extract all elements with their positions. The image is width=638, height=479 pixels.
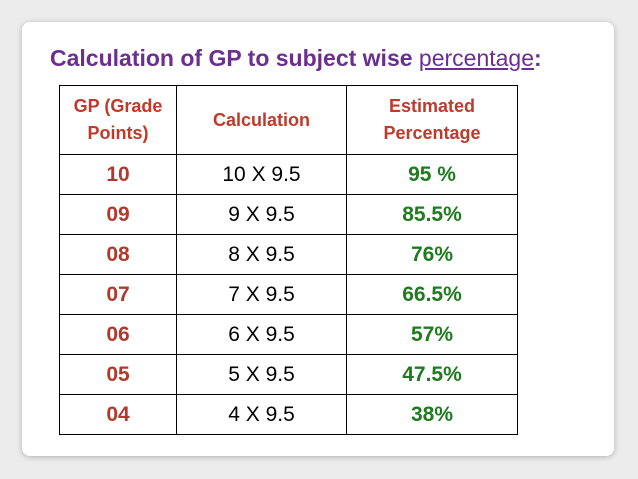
calculation-cell: 8 X 9.5 [176, 234, 347, 275]
calculation-cell: 4 X 9.5 [176, 394, 347, 435]
percentage-cell: 47.5% [346, 354, 518, 395]
table-row: 04 4 X 9.5 38% [59, 394, 518, 435]
header-gp-line1: GP (Grade [73, 96, 163, 116]
percentage-cell: 76% [346, 234, 518, 275]
percentage-cell: 57% [346, 314, 518, 355]
calculation-cell: 5 X 9.5 [176, 354, 347, 395]
gp-cell: 06 [59, 314, 177, 355]
gp-cell: 09 [59, 194, 177, 235]
header-percentage: Estimated Percentage [346, 85, 518, 155]
calculation-cell: 9 X 9.5 [176, 194, 347, 235]
table-row: 07 7 X 9.5 66.5% [59, 274, 518, 315]
slide: Calculation of GP to subject wise percen… [22, 22, 614, 456]
percentage-link[interactable]: percentage [418, 45, 535, 71]
header-gp: GP (Grade Points) [59, 85, 177, 155]
header-pct-line2: Percentage [383, 123, 481, 143]
gp-cell: 07 [59, 274, 177, 315]
title-text: Calculation of GP to subject wise [50, 45, 419, 71]
percentage-cell: 95 % [346, 154, 518, 195]
gp-cell: 04 [59, 394, 177, 435]
table-row: 05 5 X 9.5 47.5% [59, 354, 518, 395]
calculation-cell: 10 X 9.5 [176, 154, 347, 195]
gp-percentage-table: GP (Grade Points) Calculation Estimated … [59, 85, 518, 435]
header-calculation: Calculation [176, 85, 347, 155]
calculation-cell: 7 X 9.5 [176, 274, 347, 315]
gp-cell: 10 [59, 154, 177, 195]
table-row: 09 9 X 9.5 85.5% [59, 194, 518, 235]
table-row: 06 6 X 9.5 57% [59, 314, 518, 355]
table-row: 10 10 X 9.5 95 % [59, 154, 518, 195]
header-pct-line1: Estimated [388, 96, 476, 116]
percentage-cell: 85.5% [346, 194, 518, 235]
header-calculation-label: Calculation [212, 109, 310, 130]
gp-cell: 05 [59, 354, 177, 395]
slide-title: Calculation of GP to subject wise percen… [50, 44, 542, 72]
title-suffix: : [534, 45, 542, 71]
gp-cell: 08 [59, 234, 177, 275]
calculation-cell: 6 X 9.5 [176, 314, 347, 355]
header-gp-line2: Points) [87, 123, 149, 143]
table-row: 08 8 X 9.5 76% [59, 234, 518, 275]
percentage-cell: 66.5% [346, 274, 518, 315]
table-header-row: GP (Grade Points) Calculation Estimated … [59, 85, 518, 155]
percentage-cell: 38% [346, 394, 518, 435]
